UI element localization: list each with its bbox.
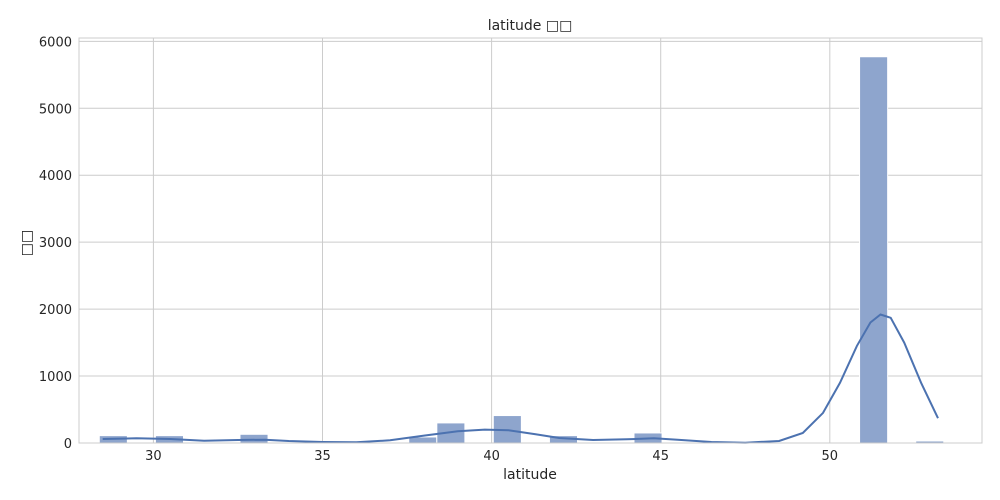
y-tick-label: 3000 [39, 236, 72, 251]
y-tick-label: 1000 [39, 370, 72, 385]
y-tick-label: 2000 [39, 303, 72, 318]
x-tick-label: 50 [822, 449, 839, 464]
y-tick-label: 0 [64, 437, 72, 452]
histogram-bar [239, 433, 269, 444]
y-tick-label: 5000 [39, 102, 72, 117]
kde-curve [102, 313, 939, 444]
histogram-bar [859, 56, 889, 444]
chart-title: latitude □□ [488, 18, 573, 34]
x-tick-label: 30 [145, 449, 162, 464]
y-tick-label: 4000 [39, 169, 72, 184]
x-tick-labels: 30 35 40 45 50 [145, 449, 838, 464]
plot-frame [78, 37, 983, 444]
x-tick-label: 45 [652, 449, 669, 464]
y-tick-labels: 0 1000 2000 3000 4000 5000 6000 [39, 35, 72, 452]
plot-area [79, 38, 982, 443]
y-axis-label: □□ [19, 230, 35, 256]
y-tick-label: 6000 [39, 35, 72, 50]
x-tick-label: 35 [314, 449, 331, 464]
x-axis-label: latitude [503, 467, 557, 483]
x-tick-label: 40 [483, 449, 500, 464]
